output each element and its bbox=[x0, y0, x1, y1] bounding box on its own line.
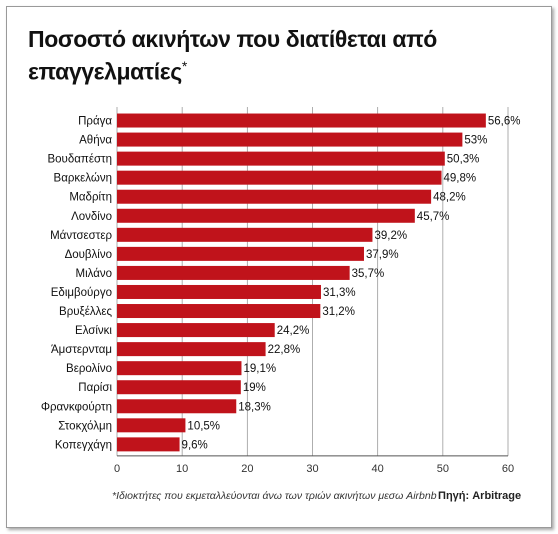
category-label: Αθήνα bbox=[79, 135, 112, 147]
category-label: Στοκχόλμη bbox=[58, 420, 112, 432]
source-credit: Πηγή: Arbitrage bbox=[438, 490, 522, 502]
value-label: 35,7% bbox=[352, 268, 385, 280]
category-label: Παρίσι bbox=[78, 382, 112, 394]
category-label: Πράγα bbox=[78, 116, 112, 128]
value-label: 19% bbox=[243, 382, 266, 394]
x-tick-label: 10 bbox=[176, 463, 188, 475]
value-label: 22,8% bbox=[268, 344, 301, 356]
bar bbox=[117, 132, 463, 147]
value-label: 10,5% bbox=[187, 420, 220, 432]
value-label: 19,1% bbox=[243, 363, 276, 375]
category-label: Βαρκελώνη bbox=[54, 173, 112, 185]
value-label: 24,2% bbox=[277, 325, 310, 337]
footnote: *Ιδιοκτήτες που εκμεταλλεύονται άνω των … bbox=[112, 490, 437, 502]
bar bbox=[117, 189, 432, 204]
value-label: 9,6% bbox=[182, 439, 208, 451]
value-label: 48,2% bbox=[433, 192, 466, 204]
x-tick-label: 20 bbox=[241, 463, 253, 475]
x-tick-label: 50 bbox=[437, 463, 449, 475]
bar bbox=[117, 227, 373, 242]
value-label: 56,6% bbox=[488, 116, 521, 128]
bar bbox=[117, 246, 364, 261]
x-tick-label: 60 bbox=[502, 463, 514, 475]
bar bbox=[117, 342, 266, 357]
value-label: 39,2% bbox=[374, 230, 407, 242]
bar bbox=[117, 208, 415, 223]
category-label: Δουβλίνο bbox=[65, 249, 112, 261]
category-label: Άμστερνταμ bbox=[51, 344, 112, 356]
bar bbox=[117, 361, 242, 376]
bar bbox=[117, 304, 321, 319]
bar bbox=[117, 323, 275, 338]
category-label: Βρυξέλλες bbox=[59, 306, 112, 318]
value-label: 18,3% bbox=[238, 401, 271, 413]
value-label: 53% bbox=[464, 135, 487, 147]
bar bbox=[117, 399, 237, 414]
category-label: Βουδαπέστη bbox=[47, 154, 112, 166]
value-label: 31,2% bbox=[322, 306, 355, 318]
bar bbox=[117, 437, 180, 452]
category-label: Φρανκφούρτη bbox=[41, 401, 112, 413]
category-label: Βερολίνο bbox=[66, 363, 112, 375]
chart-title: Ποσοστό ακινήτων που διατίθεται από επαγ… bbox=[28, 26, 498, 86]
value-label: 37,9% bbox=[366, 249, 399, 261]
x-tick-label: 30 bbox=[306, 463, 318, 475]
value-label: 50,3% bbox=[447, 154, 480, 166]
value-label: 49,8% bbox=[444, 173, 477, 185]
category-label: Λονδίνο bbox=[71, 211, 112, 223]
category-label: Ελσίνκι bbox=[75, 325, 112, 337]
bar bbox=[117, 113, 486, 128]
category-label: Μιλάνο bbox=[75, 268, 112, 280]
category-label: Κοπεγχάγη bbox=[55, 439, 112, 451]
bar bbox=[117, 265, 350, 280]
category-label: Εδιμβούργο bbox=[51, 287, 112, 299]
x-tick-label: 40 bbox=[372, 463, 384, 475]
category-label: Μάντσεστερ bbox=[50, 230, 112, 242]
value-label: 45,7% bbox=[417, 211, 450, 223]
bar bbox=[117, 418, 186, 433]
value-label: 31,3% bbox=[323, 287, 356, 299]
chart-title-text: Ποσοστό ακινήτων που διατίθεται από επαγ… bbox=[28, 26, 437, 85]
bar bbox=[117, 284, 321, 299]
title-footnote-mark: * bbox=[181, 58, 187, 74]
bar bbox=[117, 151, 445, 166]
bar bbox=[117, 380, 241, 395]
category-label: Μαδρίτη bbox=[69, 192, 112, 204]
bar bbox=[117, 170, 442, 185]
x-tick-label: 0 bbox=[114, 463, 120, 475]
